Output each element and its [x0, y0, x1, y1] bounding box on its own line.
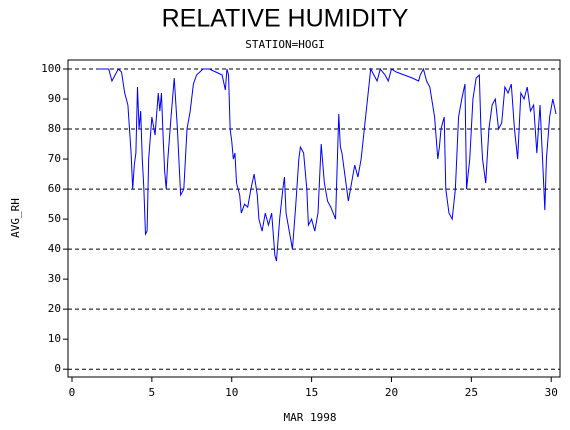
x-tick-label: 10 [225, 386, 238, 399]
y-tick-label: 40 [48, 242, 61, 255]
y-tick-label: 30 [48, 272, 61, 285]
x-tick-label: 20 [385, 386, 398, 399]
chart-title: RELATIVE HUMIDITY [162, 5, 409, 33]
x-tick-label: 15 [305, 386, 318, 399]
x-tick-label: 5 [149, 386, 156, 399]
y-tick-label: 10 [48, 332, 61, 345]
y-tick-label: 20 [48, 302, 61, 315]
data-line [97, 67, 557, 262]
y-tick-label: 0 [54, 362, 61, 375]
chart-subtitle: STATION=HOGI [245, 38, 324, 51]
x-tick-label: 25 [465, 386, 478, 399]
y-tick-label: 80 [48, 122, 61, 135]
y-tick-label: 70 [48, 152, 61, 165]
x-axis-label: MAR 1998 [284, 411, 337, 424]
y-tick-label: 50 [48, 212, 61, 225]
x-tick-label: 30 [545, 386, 558, 399]
x-tick-label: 0 [69, 386, 76, 399]
y-axis-label: AVG_RH [9, 198, 22, 238]
plot-frame [67, 59, 561, 378]
y-tick-label: 60 [48, 182, 61, 195]
y-tick-label: 100 [41, 62, 61, 75]
y-tick-label: 90 [48, 92, 61, 105]
